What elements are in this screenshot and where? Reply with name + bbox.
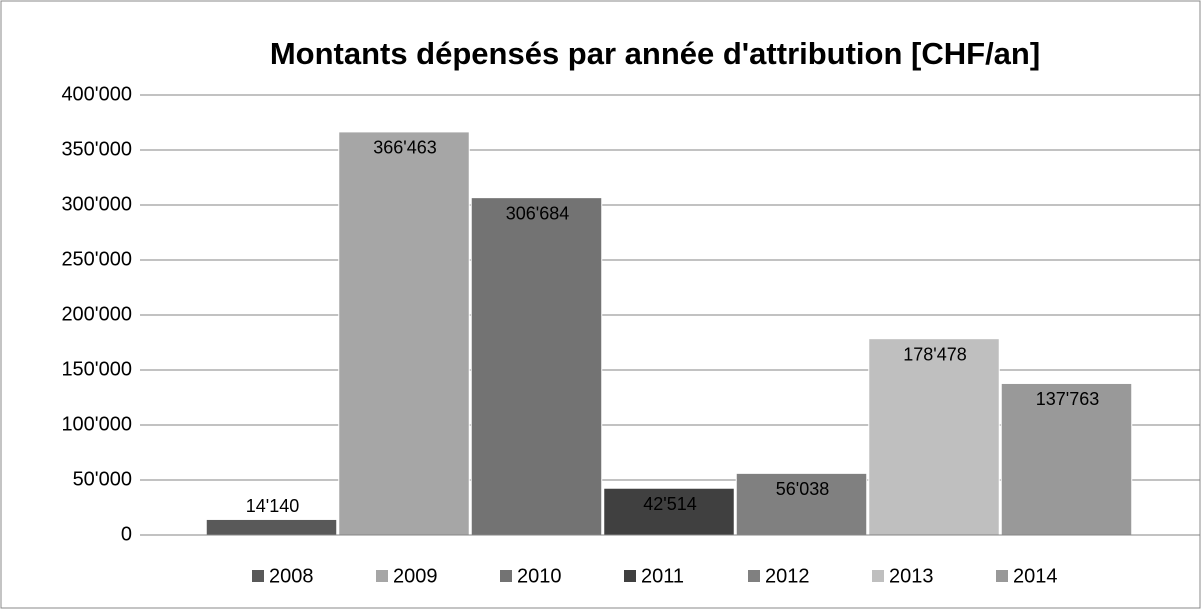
value-label: 42'514: [643, 494, 697, 514]
legend-swatch: [376, 570, 388, 582]
y-tick-label: 50'000: [73, 468, 132, 490]
y-tick-label: 300'000: [61, 193, 132, 215]
value-label: 56'038: [776, 479, 830, 499]
legend-label: 2014: [1013, 565, 1058, 587]
value-label: 14'140: [246, 496, 300, 516]
y-tick-label: 0: [121, 523, 132, 545]
legend-label: 2010: [517, 565, 562, 587]
legend-swatch: [872, 570, 884, 582]
y-tick-label: 250'000: [61, 248, 132, 270]
value-label: 178'478: [903, 344, 967, 364]
legend-label: 2011: [641, 565, 684, 587]
legend-swatch: [500, 570, 512, 582]
bar: [868, 338, 1000, 536]
bar: [205, 518, 338, 536]
legend-label: 2009: [393, 565, 438, 587]
y-tick-label: 200'000: [61, 303, 132, 325]
value-label: 366'463: [373, 138, 437, 158]
bar: [470, 197, 603, 536]
value-label: 306'684: [506, 203, 570, 223]
value-label: 137'763: [1036, 389, 1100, 409]
chart-title: Montants dépensés par année d'attributio…: [270, 36, 1040, 71]
legend-label: 2012: [765, 565, 810, 587]
y-tick-label: 350'000: [61, 138, 132, 160]
legend-label: 2013: [889, 565, 934, 587]
bar: [338, 131, 470, 536]
y-tick-label: 100'000: [61, 413, 132, 435]
legend-label: 2008: [269, 565, 314, 587]
legend-swatch: [252, 570, 264, 582]
legend-swatch: [996, 570, 1008, 582]
y-tick-label: 150'000: [61, 358, 132, 380]
legend-swatch: [748, 570, 760, 582]
y-tick-label: 400'000: [61, 83, 132, 105]
legend-swatch: [624, 570, 636, 582]
